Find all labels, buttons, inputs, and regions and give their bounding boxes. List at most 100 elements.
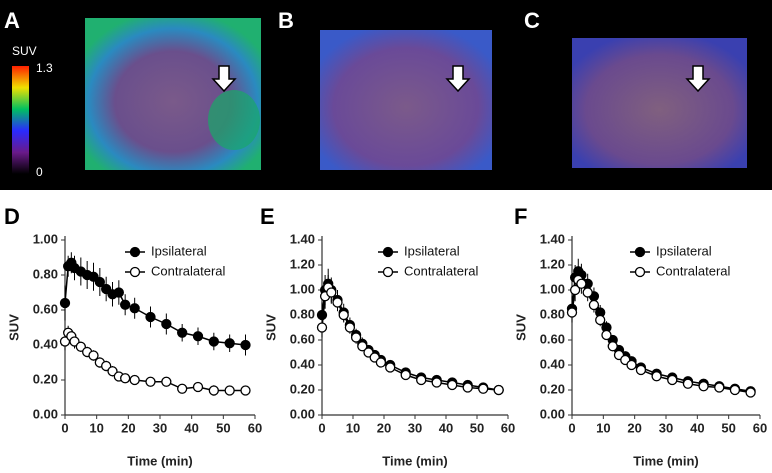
panel-label: E bbox=[260, 204, 275, 229]
marker bbox=[129, 374, 140, 386]
y-tick-label: 1.00 bbox=[290, 281, 315, 296]
pet-image-b bbox=[320, 30, 492, 170]
y-tick-label: 1.00 bbox=[540, 281, 565, 296]
marker bbox=[729, 384, 741, 396]
marker bbox=[478, 383, 489, 394]
y-tick-label: 0.00 bbox=[290, 406, 315, 421]
x-tick-label: 0 bbox=[568, 420, 575, 435]
marker bbox=[566, 307, 578, 318]
hot-region bbox=[208, 90, 260, 150]
marker bbox=[714, 382, 725, 393]
y-tick-label: 1.00 bbox=[33, 231, 58, 246]
x-tick-label: 50 bbox=[216, 420, 230, 435]
y-tick-label: 1.40 bbox=[290, 231, 315, 246]
x-tick-label: 0 bbox=[318, 420, 325, 435]
marker bbox=[569, 284, 581, 296]
marker bbox=[192, 331, 204, 342]
x-tick-label: 50 bbox=[721, 420, 735, 435]
marker bbox=[240, 339, 251, 351]
panel-label: F bbox=[514, 204, 527, 229]
y-tick-label: 0.20 bbox=[33, 371, 58, 386]
y-tick-label: 0.20 bbox=[290, 381, 315, 396]
marker bbox=[667, 374, 678, 386]
marker bbox=[177, 383, 188, 394]
y-tick-label: 0.00 bbox=[540, 406, 565, 421]
marker bbox=[338, 309, 349, 321]
marker bbox=[350, 332, 362, 343]
x-tick-label: 30 bbox=[659, 420, 673, 435]
marker bbox=[431, 377, 442, 388]
legend-marker bbox=[634, 246, 646, 258]
arrows bbox=[211, 65, 711, 93]
marker bbox=[240, 385, 251, 396]
legend-label: Ipsilateral bbox=[656, 243, 712, 258]
marker bbox=[161, 318, 172, 330]
arrow bbox=[211, 65, 237, 93]
y-tick-label: 1.20 bbox=[540, 256, 565, 271]
x-tick-label: 50 bbox=[470, 420, 484, 435]
marker bbox=[635, 364, 647, 376]
y-tick-label: 0.60 bbox=[33, 301, 58, 316]
x-tick-label: 0 bbox=[61, 420, 68, 435]
panel-label: C bbox=[524, 8, 540, 33]
legend-label: Contralateral bbox=[656, 263, 731, 278]
marker bbox=[416, 374, 427, 386]
marker bbox=[94, 276, 105, 288]
x-axis-title: Time (min) bbox=[382, 453, 448, 468]
y-tick-label: 0.20 bbox=[540, 381, 565, 396]
legend-label: Contralateral bbox=[404, 263, 479, 278]
y-axis-title: SUV bbox=[263, 314, 278, 341]
marker bbox=[332, 297, 343, 308]
marker bbox=[326, 287, 337, 298]
y-tick-label: 0.40 bbox=[290, 356, 315, 371]
legend-marker bbox=[129, 246, 141, 258]
y-tick-label: 0.60 bbox=[540, 331, 565, 346]
y-tick-label: 0.80 bbox=[33, 266, 58, 281]
marker bbox=[651, 371, 662, 382]
marker bbox=[595, 314, 606, 326]
legend-marker bbox=[129, 266, 141, 278]
marker bbox=[447, 379, 458, 391]
marker bbox=[224, 338, 235, 349]
marker bbox=[357, 341, 368, 352]
marker bbox=[626, 359, 637, 371]
x-tick-label: 30 bbox=[153, 420, 167, 435]
marker bbox=[385, 362, 396, 373]
panel-label: D bbox=[4, 204, 20, 229]
colorbar bbox=[12, 66, 29, 174]
colorbar-min: 0 bbox=[36, 165, 43, 179]
x-tick-label: 20 bbox=[121, 420, 135, 435]
marker bbox=[582, 287, 593, 298]
marker bbox=[208, 385, 219, 396]
marker bbox=[316, 322, 328, 333]
marker bbox=[698, 381, 709, 392]
pet-image-c bbox=[572, 38, 747, 168]
arrow bbox=[685, 65, 711, 93]
y-tick-label: 1.20 bbox=[290, 256, 315, 271]
marker bbox=[120, 373, 131, 384]
legend-label: Ipsilateral bbox=[151, 243, 207, 258]
y-axis-title: SUV bbox=[513, 314, 528, 341]
x-tick-label: 10 bbox=[89, 420, 103, 435]
legend-marker bbox=[382, 246, 394, 258]
y-tick-label: 0.60 bbox=[290, 331, 315, 346]
colorbar-max: 1.3 bbox=[36, 61, 53, 75]
marker bbox=[59, 297, 71, 309]
x-tick-label: 40 bbox=[439, 420, 453, 435]
marker bbox=[192, 381, 204, 393]
y-tick-label: 0.40 bbox=[540, 356, 565, 371]
legend-label: Ipsilateral bbox=[404, 243, 460, 258]
marker bbox=[145, 376, 156, 387]
marker bbox=[224, 385, 235, 396]
y-tick-label: 0.80 bbox=[540, 306, 565, 321]
x-tick-label: 60 bbox=[753, 420, 767, 435]
marker bbox=[145, 311, 156, 323]
y-axis-title: SUV bbox=[6, 314, 21, 341]
panel-label: A bbox=[4, 8, 20, 33]
x-tick-label: 20 bbox=[377, 420, 391, 435]
marker bbox=[113, 287, 124, 298]
legend-label: Contralateral bbox=[151, 263, 226, 278]
x-tick-label: 20 bbox=[627, 420, 641, 435]
marker bbox=[375, 357, 387, 368]
